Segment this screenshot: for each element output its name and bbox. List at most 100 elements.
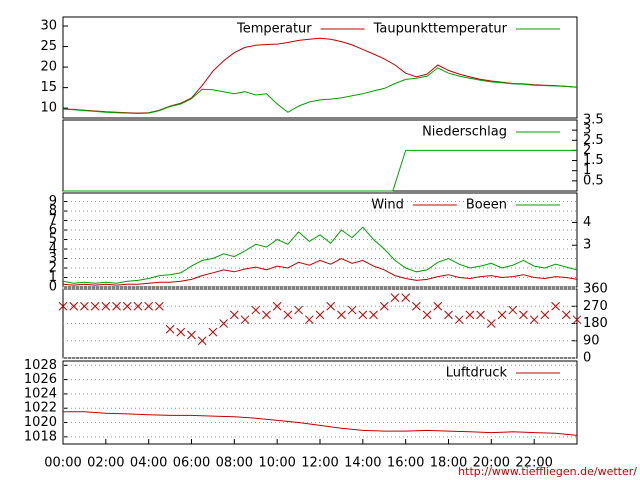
point bbox=[347, 305, 357, 315]
y2-tick-label: 3 bbox=[583, 238, 591, 253]
point bbox=[208, 327, 218, 337]
point bbox=[444, 310, 453, 320]
y-tick-label: 20 bbox=[40, 60, 57, 75]
legend-label: Taupunkttemperatur bbox=[373, 22, 508, 37]
series-line bbox=[63, 411, 578, 436]
legend-label: Boeen bbox=[466, 198, 507, 213]
legend-label: Niederschlag bbox=[422, 125, 507, 140]
y-tick-label: 1018 bbox=[24, 429, 57, 444]
point bbox=[229, 310, 239, 320]
point bbox=[454, 315, 464, 325]
point bbox=[240, 315, 250, 325]
point bbox=[465, 310, 475, 320]
y2-tick-label: 360 bbox=[583, 282, 608, 297]
y2-tick-label: 2.5 bbox=[583, 133, 604, 148]
point bbox=[561, 310, 571, 320]
source-url: http://www.tieffliegen.de/wetter/ bbox=[458, 465, 637, 478]
point bbox=[262, 310, 271, 320]
point bbox=[486, 319, 496, 328]
point bbox=[379, 301, 389, 311]
y-tick-label: 1020 bbox=[24, 415, 57, 430]
y-tick-label: 25 bbox=[40, 39, 57, 54]
y2-tick-label: 0 bbox=[583, 351, 591, 366]
x-tick-label: 10:00 bbox=[258, 456, 295, 471]
series-line bbox=[62, 67, 578, 115]
point bbox=[133, 301, 143, 311]
point bbox=[422, 310, 432, 320]
x-tick-label: 02:00 bbox=[87, 456, 124, 471]
y2-tick-label: 0.5 bbox=[583, 173, 604, 188]
y-tick-label: 5 bbox=[49, 232, 57, 247]
point bbox=[165, 324, 175, 334]
point bbox=[358, 310, 368, 320]
point bbox=[122, 301, 132, 311]
y2-tick-label: 90 bbox=[583, 333, 600, 348]
y-tick-label: 1022 bbox=[24, 401, 57, 416]
x-tick-label: 08:00 bbox=[216, 456, 253, 471]
x-tick-label: 12:00 bbox=[301, 456, 338, 471]
y2-tick-label: 3 bbox=[583, 123, 591, 138]
point bbox=[315, 310, 325, 320]
point bbox=[58, 301, 68, 311]
point bbox=[251, 305, 261, 315]
point bbox=[519, 310, 528, 320]
point bbox=[283, 310, 293, 320]
x-tick-label: 04:00 bbox=[130, 456, 167, 471]
point bbox=[294, 305, 303, 315]
point bbox=[176, 327, 186, 337]
point bbox=[476, 310, 485, 320]
point bbox=[497, 310, 507, 320]
point bbox=[155, 301, 164, 311]
y-tick-label: 8 bbox=[49, 204, 57, 219]
point bbox=[508, 305, 518, 315]
y-tick-label: 10 bbox=[40, 101, 57, 116]
point bbox=[337, 310, 346, 320]
y2-tick-label: 2 bbox=[583, 143, 591, 158]
y2-tick-label: 1 bbox=[583, 163, 591, 178]
point bbox=[529, 315, 539, 325]
x-tick-label: 22:00 bbox=[515, 456, 552, 471]
x-tick-label: 00:00 bbox=[44, 456, 81, 471]
point bbox=[272, 301, 282, 311]
x-tick-label: 06:00 bbox=[173, 456, 210, 471]
point bbox=[101, 301, 111, 311]
legend-label: Temperatur bbox=[236, 22, 312, 37]
point bbox=[369, 310, 378, 320]
point bbox=[390, 293, 400, 302]
series-line bbox=[62, 257, 578, 286]
y-tick-label: 6 bbox=[49, 223, 57, 238]
point bbox=[187, 330, 196, 340]
point bbox=[69, 301, 79, 311]
y-tick-label: 3 bbox=[49, 251, 57, 266]
point bbox=[433, 301, 443, 311]
point bbox=[551, 301, 560, 311]
x-tick-label: 16:00 bbox=[387, 456, 424, 471]
point bbox=[540, 310, 550, 320]
x-tick-label: 20:00 bbox=[473, 456, 510, 471]
x-tick-label: 18:00 bbox=[430, 456, 467, 471]
y-tick-label: 15 bbox=[40, 80, 57, 95]
y2-tick-label: 3.5 bbox=[583, 113, 604, 128]
series-line bbox=[63, 149, 577, 192]
point bbox=[90, 301, 100, 311]
point bbox=[412, 301, 421, 311]
y-tick-label: 4 bbox=[49, 242, 57, 257]
y-tick-label: 0 bbox=[49, 280, 57, 295]
x-tick-label: 14:00 bbox=[344, 456, 381, 471]
y-tick-label: 1024 bbox=[24, 386, 57, 401]
y-tick-label: 9 bbox=[49, 194, 57, 209]
point bbox=[326, 301, 336, 311]
y-tick-label: 7 bbox=[49, 213, 57, 228]
point bbox=[80, 301, 89, 311]
y2-tick-label: 270 bbox=[583, 299, 608, 314]
point bbox=[304, 315, 314, 325]
point bbox=[572, 315, 582, 325]
point bbox=[112, 301, 121, 311]
y-tick-label: 1026 bbox=[24, 372, 57, 387]
series-line bbox=[62, 226, 578, 284]
y-tick-label: 1028 bbox=[24, 358, 57, 373]
point bbox=[219, 319, 228, 328]
y-tick-label: 30 bbox=[40, 19, 57, 34]
y2-tick-label: 1.5 bbox=[583, 153, 604, 168]
